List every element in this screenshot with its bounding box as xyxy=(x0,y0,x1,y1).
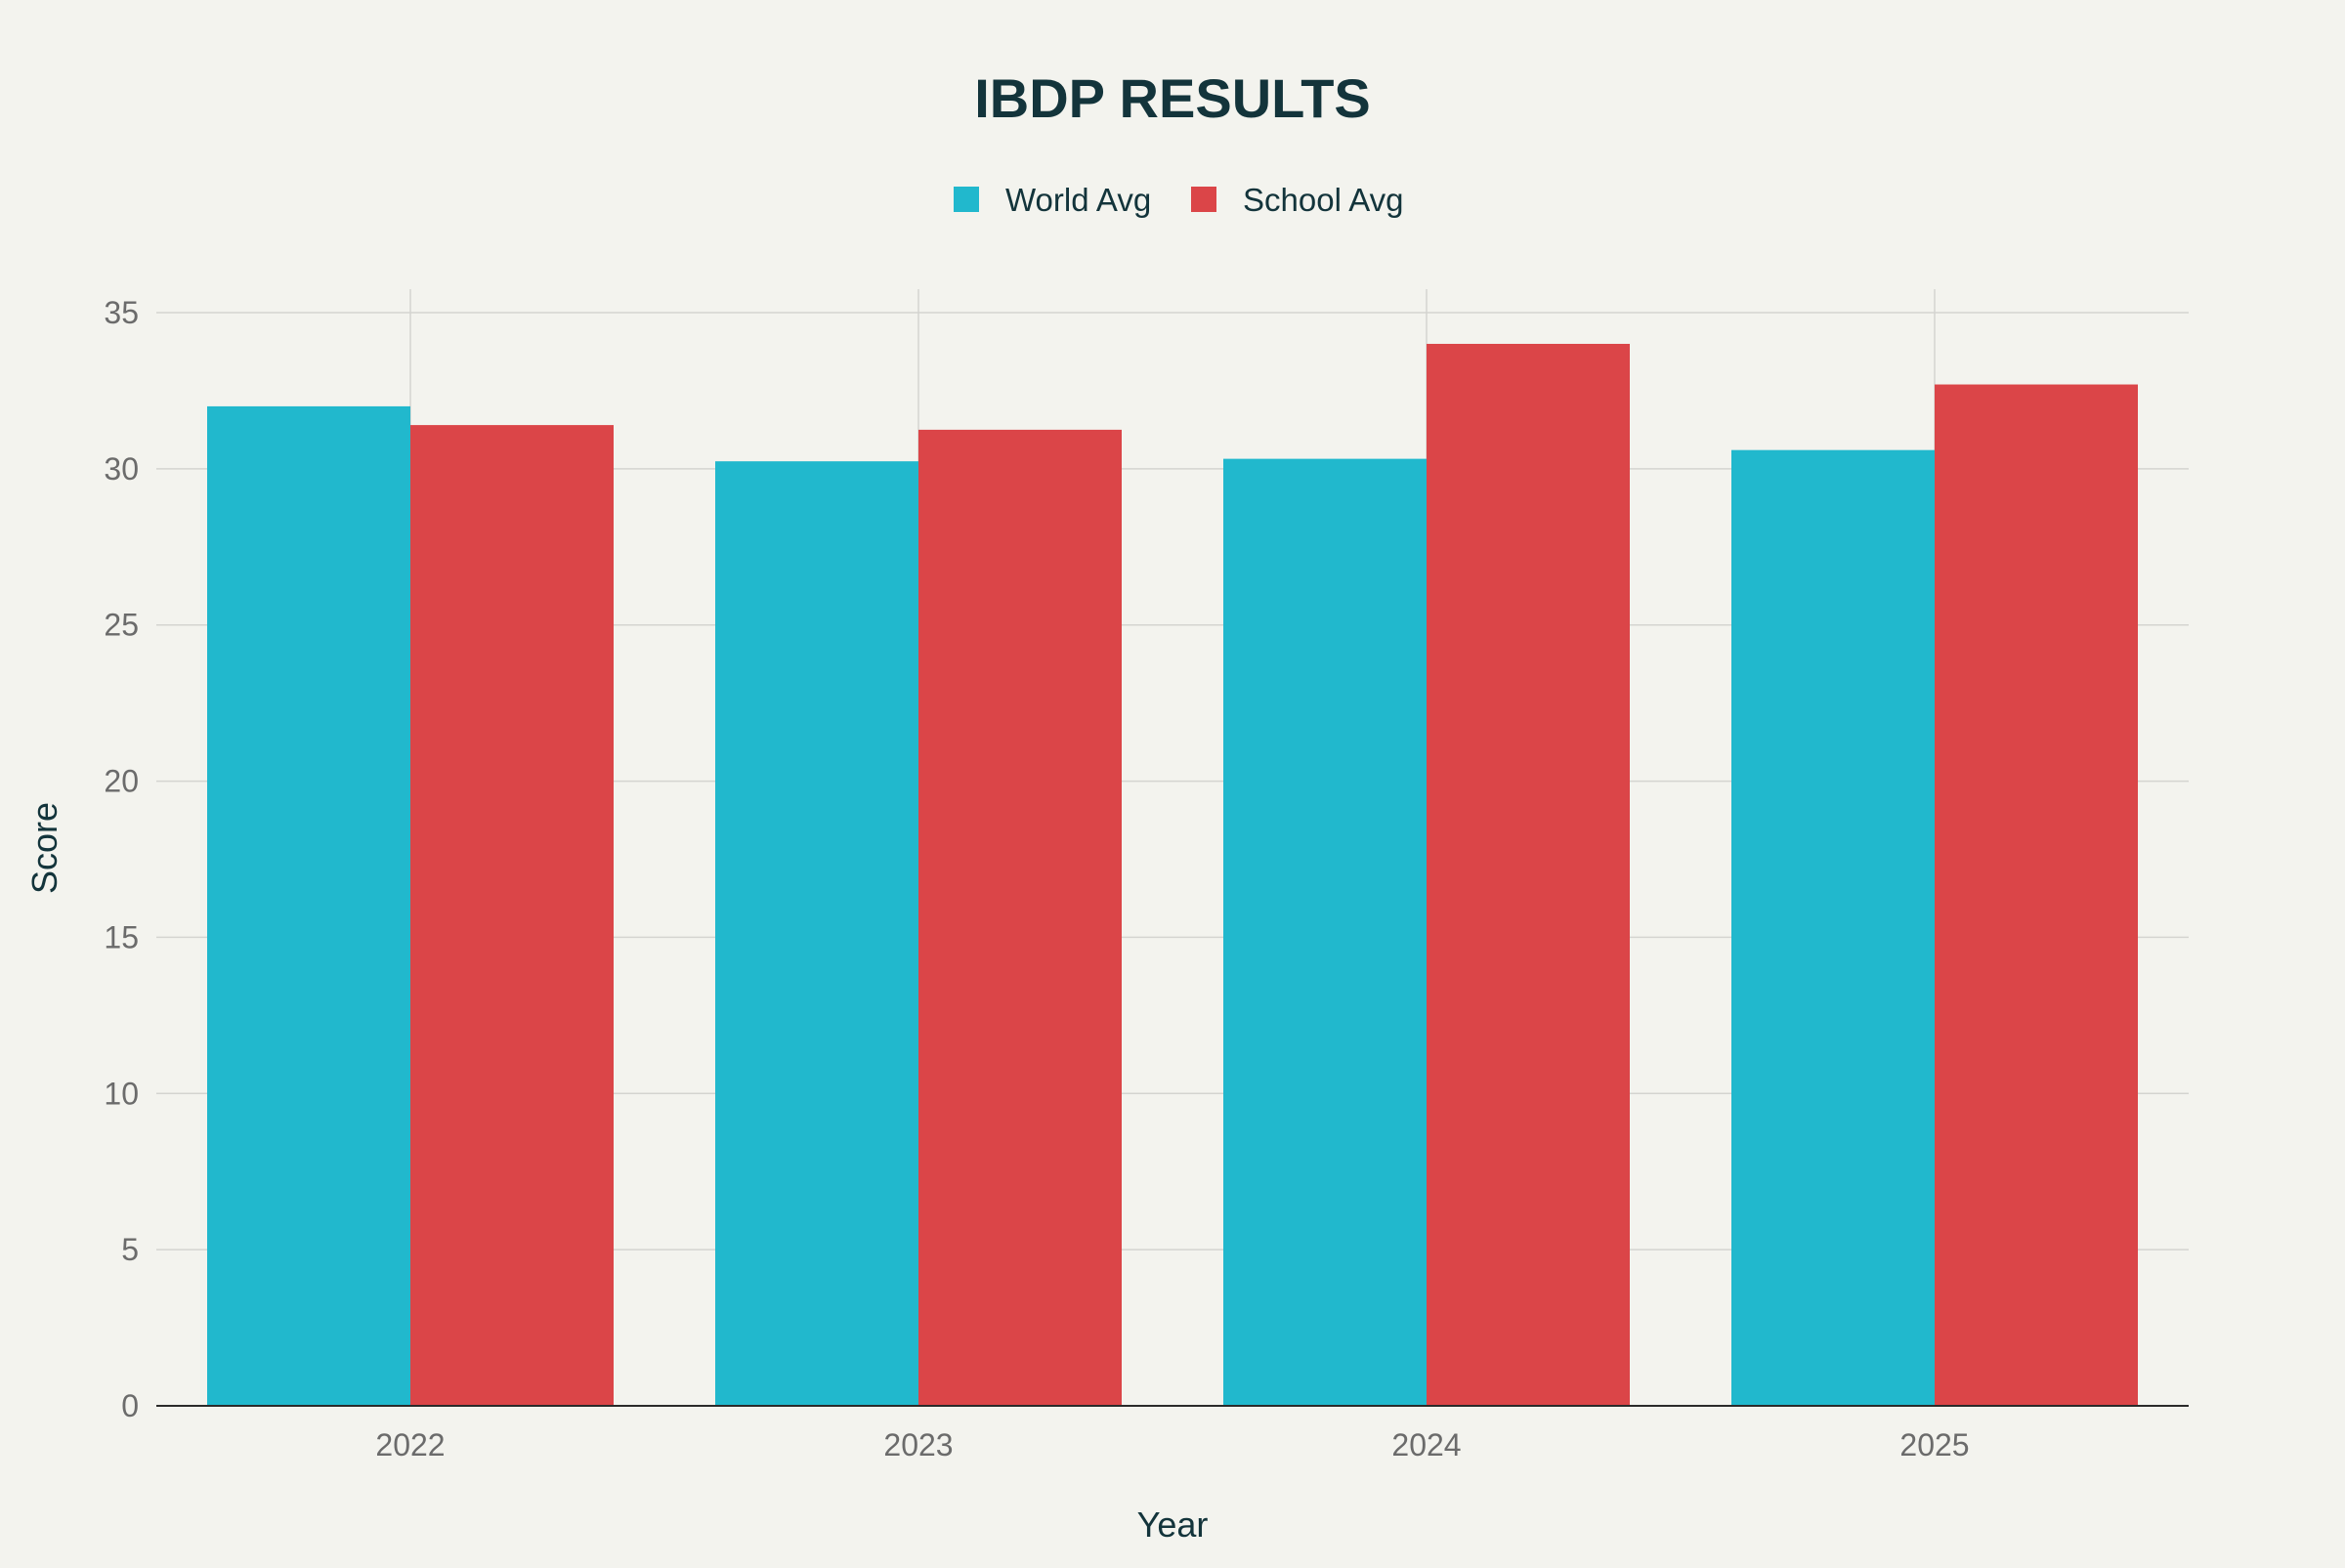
bar-school-avg-2023 xyxy=(918,429,1122,1407)
y-tick-labels: 0 5 10 15 20 25 30 35 xyxy=(104,295,139,1423)
bar-school-avg-2025 xyxy=(1935,384,2138,1406)
x-grid-lines xyxy=(409,289,1936,1406)
bar-world-avg-2023 xyxy=(715,461,918,1407)
legend-swatch-world-avg xyxy=(954,187,979,212)
y-tick-label-15: 15 xyxy=(104,919,139,954)
bar-world-avg-2022 xyxy=(207,405,410,1406)
y-tick-label-10: 10 xyxy=(104,1076,139,1111)
x-tick-label-2025: 2025 xyxy=(1899,1427,1969,1462)
legend-label-school-avg: School Avg xyxy=(1243,182,1404,218)
x-tick-label-2022: 2022 xyxy=(375,1427,445,1462)
chart-title: IBDP RESULTS xyxy=(974,67,1371,129)
bar-school-avg-2022 xyxy=(410,425,614,1406)
x-tick-label-2023: 2023 xyxy=(883,1427,953,1462)
bar-world-avg-2024 xyxy=(1223,458,1427,1406)
x-tick-label-2024: 2024 xyxy=(1391,1427,1461,1462)
x-tick-labels: 2022 2023 2024 2025 xyxy=(375,1427,1969,1462)
y-axis-label: Score xyxy=(24,802,64,894)
y-tick-label-0: 0 xyxy=(121,1388,139,1423)
bar-school-avg-2024 xyxy=(1427,343,1630,1406)
bar-world-avg-2025 xyxy=(1731,449,1935,1406)
y-tick-label-30: 30 xyxy=(104,451,139,487)
legend: World Avg School Avg xyxy=(954,182,1404,218)
legend-swatch-school-avg xyxy=(1191,187,1216,212)
bars xyxy=(207,343,2138,1407)
y-tick-label-5: 5 xyxy=(121,1232,139,1267)
legend-label-world-avg: World Avg xyxy=(1005,182,1151,218)
y-tick-label-25: 25 xyxy=(104,608,139,643)
y-tick-label-20: 20 xyxy=(104,764,139,799)
y-tick-label-35: 35 xyxy=(104,295,139,330)
x-axis-label: Year xyxy=(1137,1504,1209,1545)
